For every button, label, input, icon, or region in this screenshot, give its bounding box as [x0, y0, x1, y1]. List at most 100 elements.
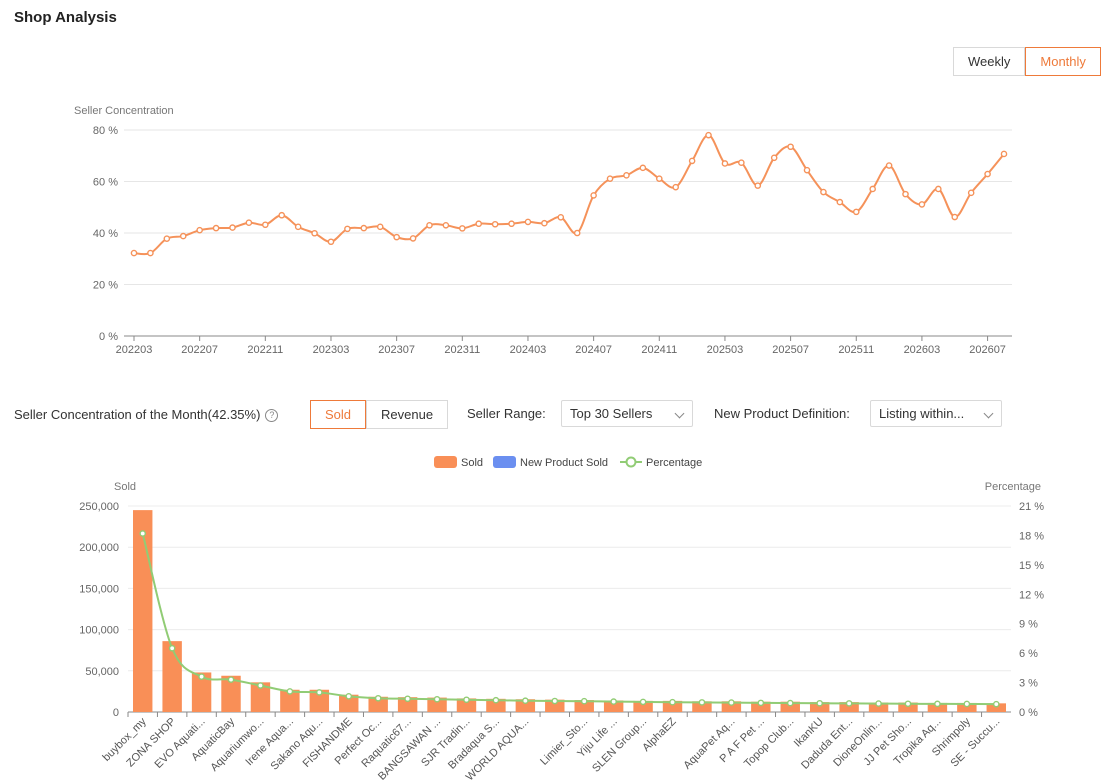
y-tick-label: 80 % [93, 125, 118, 137]
y2-tick-label: 21 % [1019, 501, 1044, 513]
percentage-point [463, 696, 470, 704]
data-point [459, 225, 466, 232]
data-point [294, 223, 302, 231]
data-point [130, 249, 138, 257]
y2-tick-label: 6 % [1019, 648, 1038, 660]
percentage-point [580, 697, 588, 705]
x-tick-label: 202303 [313, 344, 350, 356]
sold-button[interactable]: Sold [310, 400, 367, 429]
x-tick-label: 202507 [772, 344, 809, 356]
y-tick-label: 0 % [99, 331, 118, 343]
weekly-button[interactable]: Weekly [953, 47, 1026, 76]
bar-sold [633, 700, 653, 712]
seller-range-label: Seller Range: [467, 406, 546, 421]
percentage-point [845, 700, 853, 707]
y-tick-label: 200,000 [79, 542, 119, 554]
data-point [508, 220, 515, 228]
bar-sold [221, 675, 241, 712]
y-tick-label: 150,000 [79, 583, 119, 595]
data-point [902, 190, 909, 198]
x-tick-label: 202307 [378, 344, 415, 356]
percentage-point [934, 700, 941, 708]
percentage-line [141, 533, 997, 706]
data-point [393, 233, 400, 241]
data-point [278, 211, 286, 219]
data-point [672, 183, 679, 191]
data-point [475, 220, 483, 228]
page-title: Shop Analysis [14, 9, 117, 26]
x-tick-label: 202203 [116, 344, 153, 356]
concentration-text: Seller Concentration of the Month(42.35%… [14, 407, 261, 422]
legend-label: New Product Sold [520, 457, 608, 469]
data-point [311, 229, 318, 237]
y2-tick-label: 12 % [1019, 589, 1044, 601]
y2-tick-label: 15 % [1019, 560, 1044, 572]
percentage-point [522, 697, 529, 705]
x-tick-label: 202207 [181, 344, 218, 356]
data-point [803, 166, 811, 174]
revenue-button[interactable]: Revenue [366, 400, 449, 429]
y-tick-label: 60 % [93, 177, 118, 189]
bar-sold [162, 641, 182, 712]
x-tick-label: 202603 [904, 344, 941, 356]
bar-sold [368, 696, 388, 712]
bar-sold [515, 699, 536, 712]
x-tick-label: 202403 [510, 344, 547, 356]
percentage-point [286, 688, 294, 695]
data-point [344, 225, 351, 233]
y2-axis-title: Percentage [985, 481, 1041, 493]
percentage-point [227, 676, 235, 683]
data-point [738, 159, 745, 167]
legend-swatch [493, 456, 516, 468]
x-tick-label: 202311 [444, 344, 480, 356]
percentage-point [669, 698, 676, 706]
x-tick-label: 202411 [641, 344, 677, 356]
percentage-point [816, 699, 823, 707]
data-point [721, 160, 729, 167]
data-point [688, 157, 696, 165]
data-point [951, 213, 959, 221]
data-point [787, 143, 794, 151]
y-tick-label: 250,000 [79, 501, 119, 513]
data-point [639, 164, 647, 172]
new-product-select[interactable]: Listing within... [870, 400, 1002, 427]
data-point [852, 208, 860, 216]
percentage-point [168, 644, 176, 652]
data-point [360, 224, 368, 232]
x-tick-label: 202407 [575, 344, 612, 356]
y2-tick-label: 3 % [1019, 678, 1038, 690]
bar-sold [456, 698, 477, 712]
help-icon[interactable]: ? [265, 409, 279, 423]
percentage-point [904, 700, 912, 708]
percentage-point [757, 699, 765, 707]
seller-range-select[interactable]: Top 30 Sellers [561, 400, 693, 427]
data-point [179, 232, 187, 240]
percentage-point [345, 693, 353, 700]
bar-sold [692, 701, 712, 712]
data-point [606, 175, 614, 182]
y-tick-label: 50,000 [85, 666, 119, 678]
percentage-point [551, 697, 559, 705]
y2-tick-label: 0 % [1019, 707, 1038, 719]
data-point [984, 170, 991, 178]
data-point [212, 224, 220, 232]
chevron-down-icon [674, 408, 685, 419]
percentage-point [639, 698, 647, 706]
percentage-point [198, 673, 205, 680]
bar-sold [839, 702, 859, 712]
x-tick-label: 202503 [707, 344, 744, 356]
new-product-label: New Product Definition: [714, 406, 850, 421]
data-point [869, 185, 876, 193]
bar-sold [191, 672, 212, 712]
bar-sold [927, 702, 948, 712]
monthly-button[interactable]: Monthly [1025, 47, 1101, 76]
percentage-point [139, 530, 147, 537]
bar-sold [486, 698, 506, 712]
y-axis-title: Seller Concentration [74, 105, 174, 117]
legend-swatch-marker [625, 456, 637, 468]
y2-tick-label: 18 % [1019, 530, 1044, 542]
data-point [967, 189, 975, 197]
data-point [770, 154, 778, 162]
y-tick-label: 20 % [93, 280, 118, 292]
bar-sold [780, 701, 800, 712]
